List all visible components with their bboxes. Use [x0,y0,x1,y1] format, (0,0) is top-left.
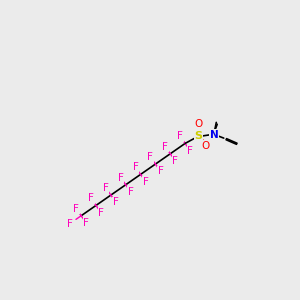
Text: F: F [133,162,138,172]
Text: N: N [210,130,219,140]
Text: F: F [118,172,124,183]
Text: S: S [195,131,203,141]
Text: F: F [103,183,109,193]
Text: F: F [73,204,79,214]
Text: F: F [172,156,178,166]
Text: O: O [194,119,203,129]
Text: F: F [143,177,148,187]
Text: F: F [67,218,73,229]
Text: F: F [147,152,153,162]
Text: F: F [88,193,94,203]
Text: F: F [113,197,119,207]
Text: O: O [201,141,209,151]
Text: F: F [177,131,183,141]
Text: F: F [162,142,168,152]
Text: F: F [158,166,164,176]
Text: F: F [187,146,193,156]
Text: F: F [128,187,134,197]
Text: F: F [98,208,104,218]
Text: F: F [83,218,89,228]
